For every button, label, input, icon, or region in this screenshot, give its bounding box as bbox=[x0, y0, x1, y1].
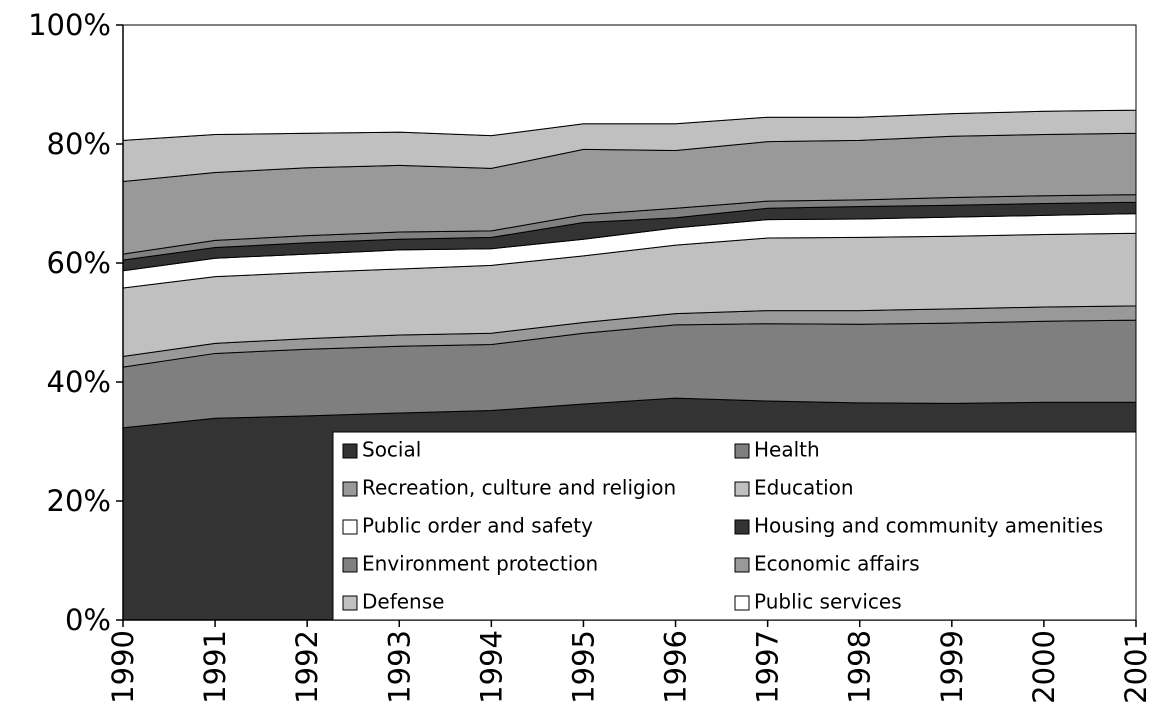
x-tick-label: 1992 bbox=[290, 630, 324, 704]
legend-label: Economic affairs bbox=[754, 552, 920, 576]
legend-swatch bbox=[734, 595, 750, 611]
legend-swatch bbox=[734, 443, 750, 459]
legend-label: Public services bbox=[754, 590, 902, 614]
legend-label: Defense bbox=[362, 590, 444, 614]
x-tick-label: 1994 bbox=[474, 630, 508, 704]
legend-label: Social bbox=[362, 438, 421, 462]
legend-label: Environment protection bbox=[362, 552, 598, 576]
legend-swatch bbox=[734, 481, 750, 497]
legend-swatch bbox=[734, 557, 750, 573]
y-tick-label: 80% bbox=[47, 127, 111, 161]
x-tick-label: 2000 bbox=[1027, 630, 1061, 704]
x-tick-label: 1996 bbox=[659, 630, 693, 704]
y-tick-label: 20% bbox=[47, 484, 111, 518]
y-tick-label: 40% bbox=[47, 365, 111, 399]
legend-swatch bbox=[342, 481, 358, 497]
area bbox=[122, 24, 1137, 141]
x-tick-label: 1998 bbox=[843, 630, 877, 704]
legend-swatch bbox=[342, 519, 358, 535]
x-tick-label: 1997 bbox=[751, 630, 785, 704]
x-tick-label: 1999 bbox=[935, 630, 969, 704]
legend-label: Housing and community amenities bbox=[754, 514, 1103, 538]
legend-swatch bbox=[342, 557, 358, 573]
legend-label: Public order and safety bbox=[362, 514, 593, 538]
y-tick-label: 0% bbox=[65, 603, 111, 637]
x-tick-label: 1993 bbox=[382, 630, 416, 704]
y-tick-label: 60% bbox=[47, 246, 111, 280]
legend-swatch bbox=[734, 519, 750, 535]
x-tick-label: 1995 bbox=[566, 630, 600, 704]
x-tick-label: 1990 bbox=[106, 630, 140, 704]
legend-swatch bbox=[342, 443, 358, 459]
y-tick-label: 100% bbox=[28, 8, 111, 42]
legend-label: Health bbox=[754, 438, 820, 462]
x-tick-label: 1991 bbox=[198, 630, 232, 704]
legend-label: Recreation, culture and religion bbox=[362, 476, 676, 500]
x-tick-label: 2001 bbox=[1119, 630, 1153, 704]
legend-label: Education bbox=[754, 476, 854, 500]
legend-swatch bbox=[342, 595, 358, 611]
